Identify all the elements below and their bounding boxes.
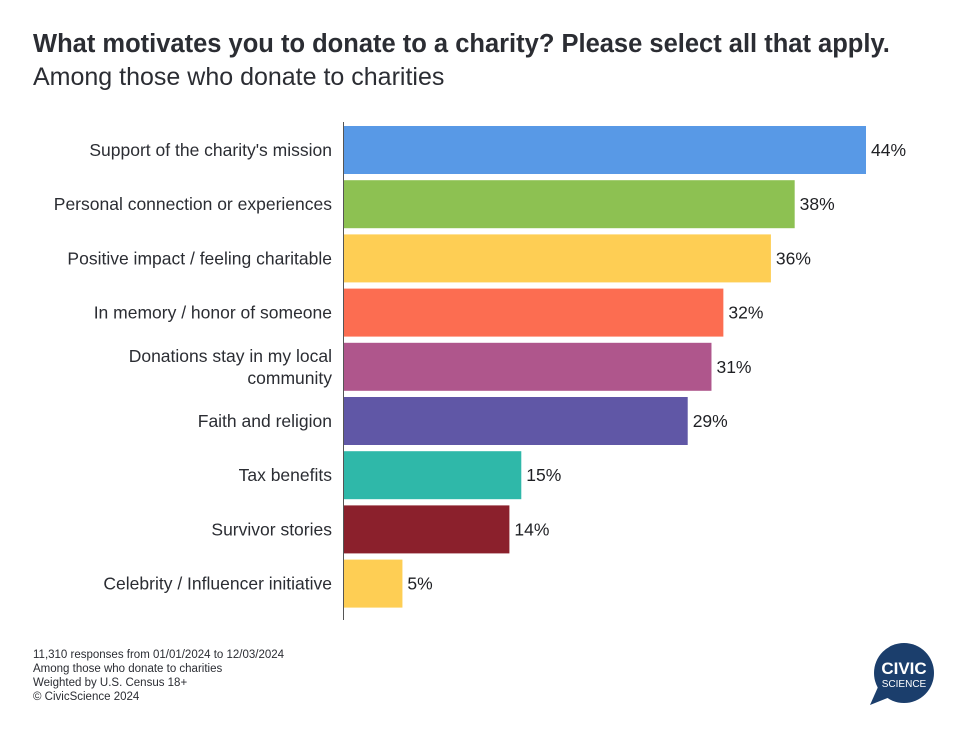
value-label-7: 14% (514, 519, 549, 539)
bar-2 (343, 234, 771, 283)
bars-layer: 44% Support of the charity's mission 38% Pe… (54, 126, 906, 608)
category-label-line: Tax benefits (239, 465, 333, 485)
category-label-2: Positive impact / feeling charitable (67, 248, 332, 268)
value-label-0: 44% (871, 140, 906, 160)
category-label-8: Celebrity / Influencer initiative (103, 574, 332, 594)
bar-chart: 44% Support of the charity's mission 38% Pe… (54, 122, 906, 620)
category-label-1: Personal connection or experiences (54, 194, 332, 214)
category-label-line: Donations stay in my local (129, 346, 332, 366)
category-label-line: Faith and religion (198, 411, 332, 431)
category-label-0: Support of the charity's mission (89, 140, 332, 160)
footnote-copyright: © CivicScience 2024 (33, 691, 140, 703)
bar-7 (343, 505, 510, 554)
value-label-2: 36% (776, 248, 811, 268)
category-label-5: Faith and religion (198, 411, 332, 431)
category-label-line: In memory / honor of someone (94, 303, 332, 323)
bar-0 (343, 126, 866, 174)
bar-6 (343, 451, 522, 500)
value-label-4: 31% (716, 357, 751, 377)
value-label-3: 32% (728, 303, 763, 323)
value-label-6: 15% (526, 465, 561, 485)
category-label-line: Survivor stories (211, 519, 332, 539)
logo-text-science: SCIENCE (882, 679, 927, 690)
value-label-1: 38% (800, 194, 835, 214)
chart-subtitle: Among those who donate to charities (33, 63, 445, 91)
logo-text-civic: CIVIC (881, 659, 926, 678)
category-label-line: community (247, 368, 332, 388)
bar-4 (343, 342, 712, 391)
value-label-8: 5% (407, 574, 432, 594)
civicscience-logo: CIVIC SCIENCE (870, 643, 934, 705)
category-label-line: Support of the charity's mission (89, 140, 332, 160)
chart-title: What motivates you to donate to a charit… (33, 30, 890, 58)
category-label-3: In memory / honor of someone (94, 303, 332, 323)
bar-8 (343, 559, 403, 608)
category-label-line: Positive impact / feeling charitable (67, 248, 332, 268)
footnote-responses: 11,310 responses from 01/01/2024 to 12/0… (33, 649, 285, 661)
category-label-4: Donations stay in my local community (129, 346, 333, 388)
footnote-weighting: Weighted by U.S. Census 18+ (33, 677, 188, 689)
footnote-population: Among those who donate to charities (33, 663, 223, 675)
bar-5 (343, 397, 688, 445)
bar-3 (343, 288, 724, 337)
category-label-line: Personal connection or experiences (54, 194, 332, 214)
value-label-5: 29% (693, 411, 728, 431)
category-label-line: Celebrity / Influencer initiative (103, 574, 332, 594)
footnotes: 11,310 responses from 01/01/2024 to 12/0… (33, 648, 284, 704)
category-label-6: Tax benefits (239, 465, 333, 485)
category-label-7: Survivor stories (211, 519, 332, 539)
bar-1 (343, 180, 795, 229)
